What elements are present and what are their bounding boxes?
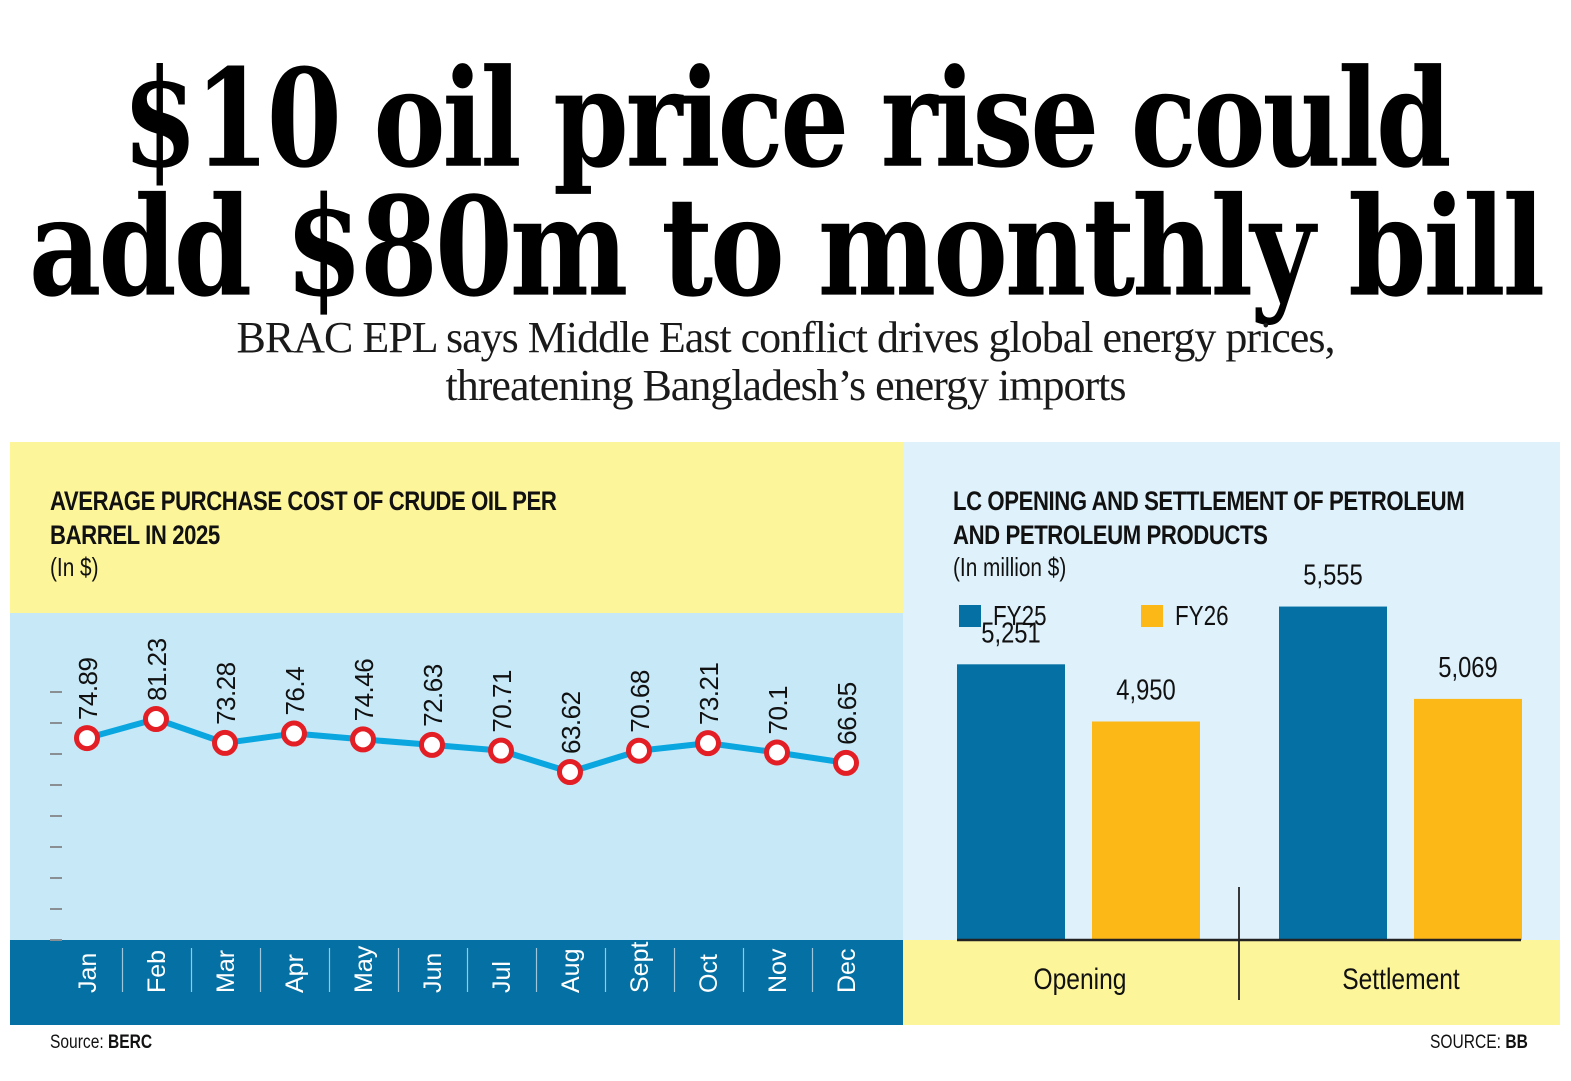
x-tick-label: Mar (212, 950, 240, 993)
x-tick-label: Aug (557, 949, 585, 993)
data-point (488, 737, 514, 764)
x-tick-label: Dec (833, 949, 861, 993)
lc-petroleum-chart: LC OPENING AND SETTLEMENT OF PETROLEUM A… (903, 442, 1560, 1025)
data-point (350, 726, 376, 753)
x-tick-label: Feb (143, 950, 171, 993)
x-tick-label: May (350, 945, 378, 993)
data-label: 70.68 (625, 670, 655, 733)
chart-title-line-1: AVERAGE PURCHASE COST OF CRUDE OIL PER (50, 486, 557, 516)
category-label: Opening (1034, 962, 1127, 996)
bar-fy26 (1092, 721, 1200, 940)
legend-label-fy25: FY25 (993, 600, 1047, 631)
source-label: SOURCE: (1430, 1032, 1501, 1053)
data-label: 73.21 (694, 663, 724, 726)
x-tick-label: Jan (74, 953, 102, 993)
x-tick-label: Nov (764, 948, 792, 993)
chart-title-line-1: LC OPENING AND SETTLEMENT OF PETROLEUM (953, 486, 1465, 516)
bar-fy26 (1414, 698, 1522, 940)
plot-area (10, 613, 903, 940)
chart-unit: (In million $) (953, 552, 1067, 582)
legend-fy26: FY26 (1141, 600, 1242, 632)
data-point (557, 759, 583, 785)
source-label: Source: (50, 1032, 104, 1053)
data-point (212, 729, 238, 756)
data-label: 70.1 (763, 686, 793, 735)
source-right: SOURCE: BB (1430, 1032, 1528, 1054)
chart-unit: (In $) (50, 552, 99, 582)
x-axis-band (10, 940, 903, 1025)
x-tick-label: Jul (488, 961, 516, 993)
source-value: BB (1505, 1032, 1528, 1053)
x-tick-label: Oct (695, 954, 723, 993)
crude-oil-cost-chart: AVERAGE PURCHASE COST OF CRUDE OIL PER B… (10, 442, 903, 1025)
bar-fy25 (1279, 606, 1387, 940)
legend-swatch-fy25 (959, 605, 981, 627)
category-label: Settlement (1342, 962, 1460, 996)
data-label: 81.23 (142, 638, 172, 701)
bar-value-label: 4,950 (1116, 673, 1175, 706)
source-value: BERC (108, 1032, 153, 1053)
bar-fy25 (957, 664, 1065, 940)
legend-swatch-fy26 (1141, 605, 1163, 627)
data-label: 70.71 (487, 670, 517, 733)
chart-header: AVERAGE PURCHASE COST OF CRUDE OIL PER B… (10, 442, 903, 613)
headline-line-2: add $80m to monthly bill (28, 167, 1545, 328)
data-label: 66.65 (832, 682, 862, 745)
subheadline-line-2: threatening Bangladesh’s energy imports (445, 361, 1127, 410)
data-label: 73.28 (211, 662, 241, 725)
data-point (143, 706, 169, 732)
data-point (695, 730, 721, 757)
bar-value-label: 5,251 (981, 616, 1040, 649)
bar-value-label: 5,069 (1438, 651, 1497, 684)
data-point (419, 731, 445, 758)
data-point (281, 720, 307, 747)
chart-title-line-2: AND PETROLEUM PRODUCTS (953, 520, 1268, 550)
x-tick-label: Jun (419, 953, 447, 993)
source-left: Source: BERC (50, 1032, 152, 1054)
data-label: 63.62 (556, 691, 586, 754)
line-chart-svg: 74.89 Jan 81.23 Feb 73.28 Mar 76.4 Apr 74.46 May 7… (50, 638, 862, 993)
data-point (764, 739, 790, 766)
bar-chart-svg: 5,251 4,950 Opening 5,555 5,069 Settlement (957, 558, 1522, 1000)
legend-fy25: FY25 (959, 600, 1060, 632)
data-point (74, 725, 100, 752)
data-point (833, 749, 859, 776)
bar-value-label: 5,555 (1303, 558, 1362, 591)
chart-title-line-2: BARREL IN 2025 (50, 520, 220, 550)
subheadline-line-1: BRAC EPL says Middle East conflict drive… (236, 313, 1336, 362)
headline-line-1: $10 oil price rise could (122, 40, 1451, 199)
series-line (86, 716, 847, 775)
data-label: 74.46 (349, 659, 379, 722)
x-tick-label: Apr (281, 954, 309, 993)
legend-label-fy26: FY26 (1175, 600, 1229, 631)
x-tick-label: Sept (626, 942, 654, 993)
data-label: 76.4 (280, 667, 310, 716)
data-label: 72.63 (418, 664, 448, 727)
category-band (903, 940, 1560, 1025)
data-point (626, 737, 652, 764)
data-label: 74.89 (73, 657, 103, 720)
